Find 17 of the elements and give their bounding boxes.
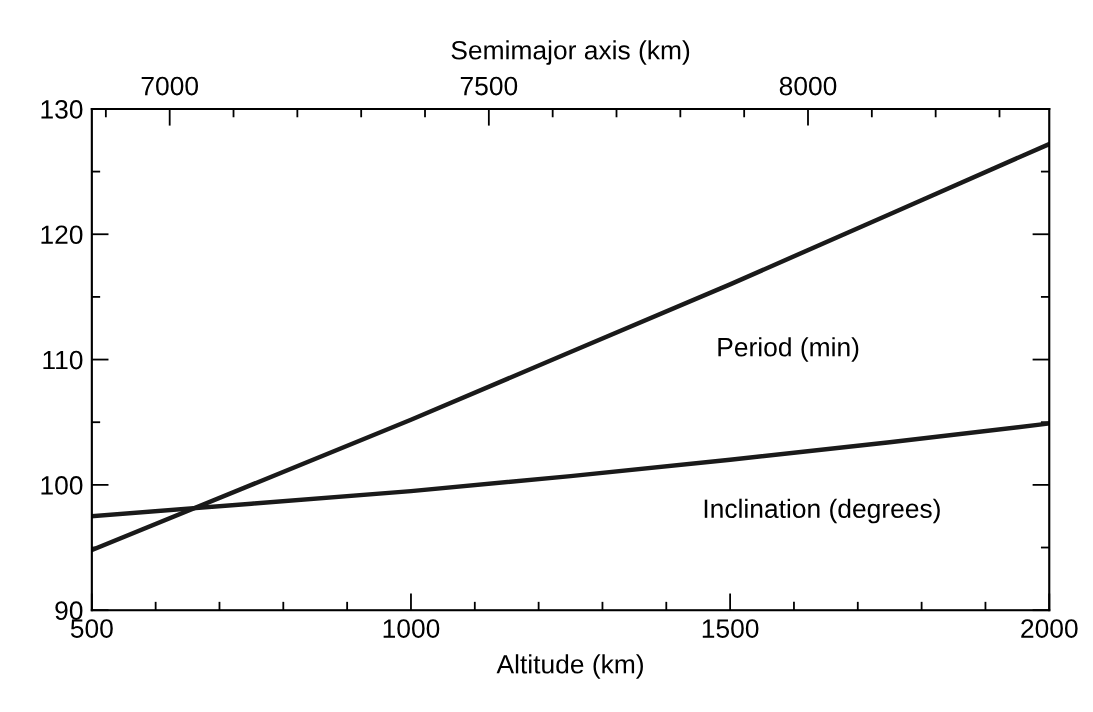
x-tick-label: 1500 (702, 619, 759, 638)
x-axis-title: Altitude (km) (496, 654, 643, 679)
series-label: Inclination (degrees) (704, 498, 940, 524)
line-series (91, 141, 1050, 553)
x-tick-label: 2000 (1021, 619, 1078, 638)
series-label: Period (min) (718, 337, 859, 362)
x2-tick-label: 7000 (141, 76, 199, 96)
y-tick-label: 100 (41, 476, 83, 495)
x2-tick-label: 7500 (460, 76, 518, 96)
x-tick-label: 1000 (383, 619, 440, 638)
y-tick-label: 130 (41, 100, 83, 119)
y-tick-label: 110 (43, 350, 83, 370)
x-tick-label: 500 (70, 619, 113, 638)
y-tick-label: 90 (55, 601, 83, 621)
x2-axis-title: Semimajor axis (km) (451, 40, 690, 65)
x2-tick-label: 8000 (779, 76, 837, 96)
y-tick-label: 120 (41, 225, 83, 245)
